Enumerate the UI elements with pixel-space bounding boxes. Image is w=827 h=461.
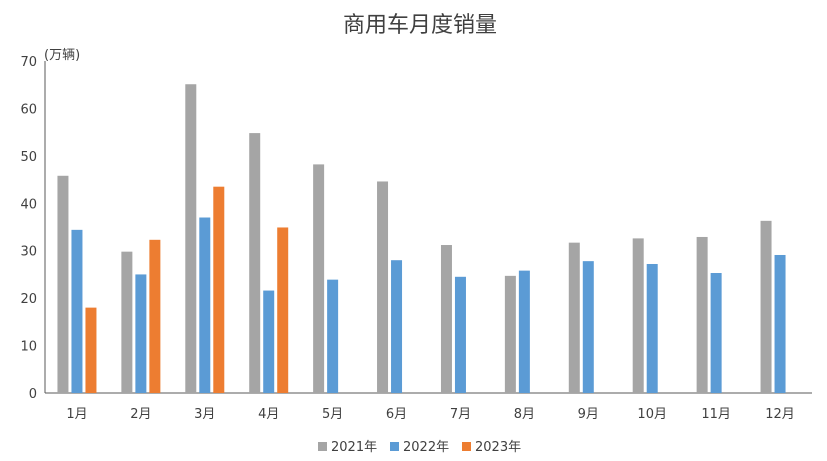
bar-2021年-6月 xyxy=(377,181,389,393)
bar-2021年-1月 xyxy=(57,175,69,393)
x-tick-label: 10月 xyxy=(637,407,667,422)
bar-2022年-12月 xyxy=(774,254,786,393)
legend-label: 2023年 xyxy=(475,440,521,455)
legend: 2021年 2022年 2023年 xyxy=(318,440,521,455)
x-tick-label: 4月 xyxy=(258,407,279,422)
legend-swatch xyxy=(318,442,327,451)
x-tick-label: 11月 xyxy=(701,407,731,422)
bar-2023年-1月 xyxy=(85,307,97,393)
bar-2022年-4月 xyxy=(263,290,275,393)
x-tick-label: 12月 xyxy=(765,407,795,422)
bar-2022年-5月 xyxy=(327,279,339,393)
y-tick-label: 30 xyxy=(20,245,37,260)
y-tick-label: 60 xyxy=(20,102,37,117)
x-tick-label: 5月 xyxy=(322,407,343,422)
bar-2023年-2月 xyxy=(149,239,161,393)
bar-2022年-6月 xyxy=(391,260,403,393)
bar-2022年-7月 xyxy=(454,276,466,393)
y-tick-label: 70 xyxy=(20,55,37,70)
bar-2023年-4月 xyxy=(277,227,289,393)
x-tick-label: 3月 xyxy=(194,407,215,422)
y-tick-label: 0 xyxy=(29,387,37,402)
chart-title: 商用车月度销量 xyxy=(343,13,497,38)
x-tick-label: 7月 xyxy=(450,407,471,422)
y-tick-label: 10 xyxy=(20,340,37,355)
y-axis-unit-label: (万辆) xyxy=(44,48,80,63)
bar-2021年-2月 xyxy=(121,251,133,393)
bar-2022年-1月 xyxy=(71,229,83,393)
legend-swatch xyxy=(390,442,399,451)
bar-2021年-10月 xyxy=(632,238,644,393)
plot-area: 0 10 20 30 40 50 60 70 1月 2月 3月 4月 5月 6月 7月 8月 9月 10月 11月 1… xyxy=(20,55,812,422)
bar-2021年-12月 xyxy=(760,220,772,393)
bar-2021年-11月 xyxy=(696,236,708,393)
bar-2023年-3月 xyxy=(213,186,225,393)
bar-2022年-3月 xyxy=(199,217,211,393)
bar-2022年-2月 xyxy=(135,274,147,393)
x-tick-label: 6月 xyxy=(386,407,407,422)
x-tick-label: 9月 xyxy=(578,407,599,422)
y-tick-label: 20 xyxy=(20,292,37,307)
bar-2022年-10月 xyxy=(646,263,658,393)
bar-2021年-3月 xyxy=(185,84,197,394)
bar-2021年-4月 xyxy=(249,133,261,393)
y-tick-label: 40 xyxy=(20,197,37,212)
bar-2022年-8月 xyxy=(518,270,530,393)
bar-2021年-8月 xyxy=(504,275,516,393)
bar-2022年-11月 xyxy=(710,273,722,393)
x-tick-label: 1月 xyxy=(66,407,87,422)
legend-label: 2021年 xyxy=(331,440,377,455)
bar-2022年-9月 xyxy=(582,261,594,393)
x-tick-label: 2月 xyxy=(130,407,151,422)
bar-2021年-7月 xyxy=(440,245,452,393)
legend-label: 2022年 xyxy=(403,440,449,455)
bar-2021年-9月 xyxy=(568,242,580,393)
legend-swatch xyxy=(462,442,471,451)
bar-2021年-5月 xyxy=(313,164,325,393)
x-tick-label: 8月 xyxy=(514,407,535,422)
y-tick-label: 50 xyxy=(20,150,37,165)
